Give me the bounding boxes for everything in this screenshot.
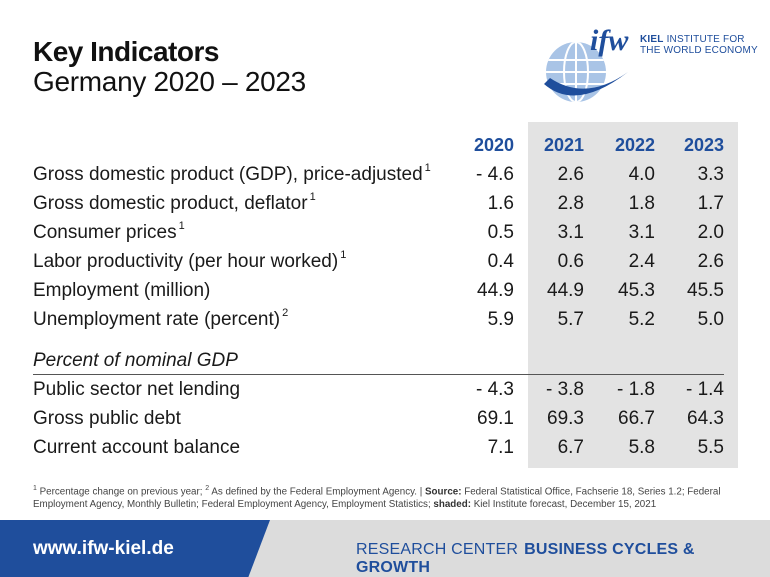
cell: 0.6 xyxy=(557,250,584,272)
website-link[interactable]: www.ifw-kiel.de xyxy=(33,538,174,559)
cell: - 1.4 xyxy=(685,378,724,400)
row-label: Employment (million) xyxy=(33,279,211,301)
cell: 1.6 xyxy=(487,192,514,214)
cell: 5.0 xyxy=(697,308,724,330)
cell: 2.6 xyxy=(557,163,584,185)
cell: 45.3 xyxy=(618,279,655,301)
row-label: Gross domestic product (GDP), price-adju… xyxy=(33,163,423,185)
row-label: Unemployment rate (percent) xyxy=(33,308,281,330)
indicators-table: 2020 2021 2022 2023 Gross domestic produ… xyxy=(33,130,724,462)
table-row: Public sector net lending - 4.3 - 3.8 - … xyxy=(33,375,724,405)
row-label: Labor productivity (per hour worked) xyxy=(33,250,339,272)
cell: 5.2 xyxy=(628,308,655,330)
table-row: Employment (million) 44.9 44.9 45.3 45.5 xyxy=(33,276,724,305)
cell: 4.0 xyxy=(628,163,655,185)
cell: 5.5 xyxy=(697,436,724,458)
year-header: 2020 xyxy=(473,134,514,155)
footnote-ref: 2 xyxy=(282,306,289,319)
table-row: Labor productivity (per hour worked) 1 0.… xyxy=(33,247,724,276)
page-title: Key Indicators xyxy=(33,36,219,67)
footnote: 1 Percentage change on previous year; 2 … xyxy=(33,485,721,511)
cell: - 1.8 xyxy=(616,378,655,400)
cell: 66.7 xyxy=(618,407,655,429)
table-row: Consumer prices 1 0.5 3.1 3.1 2.0 xyxy=(33,218,724,247)
section-row: Percent of nominal GDP xyxy=(33,348,724,375)
row-label: Current account balance xyxy=(33,436,241,458)
ifw-globe-logo-icon: ifw xyxy=(544,24,629,102)
footer-url-panel xyxy=(0,520,270,577)
cell: 2.6 xyxy=(697,250,724,272)
row-label: Consumer prices xyxy=(33,221,177,243)
research-center-label: RESEARCH CENTER BUSINESS CYCLES & GROWTH xyxy=(356,541,695,576)
row-label: Gross public debt xyxy=(33,407,181,429)
cell: 0.4 xyxy=(487,250,514,272)
cell: 5.9 xyxy=(487,308,514,330)
row-label: Public sector net lending xyxy=(33,378,241,400)
cell: 3.1 xyxy=(628,221,655,243)
section-label: Percent of nominal GDP xyxy=(33,348,458,375)
cell: 5.7 xyxy=(557,308,584,330)
footnote-ref: 1 xyxy=(340,248,347,261)
cell: 44.9 xyxy=(547,279,584,301)
logo-mark: ifw xyxy=(590,24,629,57)
cell: 45.5 xyxy=(687,279,724,301)
cell: 1.7 xyxy=(697,192,724,214)
cell: 2.0 xyxy=(697,221,724,243)
table-row: Gross public debt 69.1 69.3 66.7 64.3 xyxy=(33,404,724,433)
cell: - 4.6 xyxy=(475,163,514,185)
footnote-ref: 1 xyxy=(309,190,316,203)
cell: - 3.8 xyxy=(545,378,584,400)
year-header: 2022 xyxy=(614,134,655,155)
row-label: Gross domestic product, deflator xyxy=(33,192,308,214)
cell: 7.1 xyxy=(487,436,514,458)
cell: 0.5 xyxy=(487,221,514,243)
header-row: 2020 2021 2022 2023 xyxy=(33,130,724,160)
year-header: 2023 xyxy=(683,134,724,155)
table-row: Gross domestic product, deflator 1 1.6 2.… xyxy=(33,189,724,218)
cell: 1.8 xyxy=(628,192,655,214)
page-subtitle: Germany 2020 – 2023 xyxy=(33,66,306,97)
footnote-ref: 1 xyxy=(424,161,431,174)
table-row: Current account balance 7.1 6.7 5.8 5.5 xyxy=(33,433,724,462)
cell: 5.8 xyxy=(628,436,655,458)
cell: 2.8 xyxy=(557,192,584,214)
cell: 44.9 xyxy=(477,279,514,301)
cell: 3.3 xyxy=(697,163,724,185)
cell: 2.4 xyxy=(628,250,655,272)
year-header: 2021 xyxy=(543,134,584,155)
table-row: Gross domestic product (GDP), price-adju… xyxy=(33,160,724,189)
cell: 6.7 xyxy=(557,436,584,458)
footnote-ref: 1 xyxy=(178,219,185,232)
cell: 64.3 xyxy=(687,407,724,429)
cell: - 4.3 xyxy=(475,378,514,400)
logo-text: KIEL INSTITUTE FOR THE WORLD ECONOMY xyxy=(640,34,758,56)
cell: 69.3 xyxy=(547,407,584,429)
forecast-shading xyxy=(528,122,738,468)
cell: 69.1 xyxy=(477,407,514,429)
cell: 3.1 xyxy=(557,221,584,243)
table-row: Unemployment rate (percent) 2 5.9 5.7 5.2… xyxy=(33,305,724,334)
